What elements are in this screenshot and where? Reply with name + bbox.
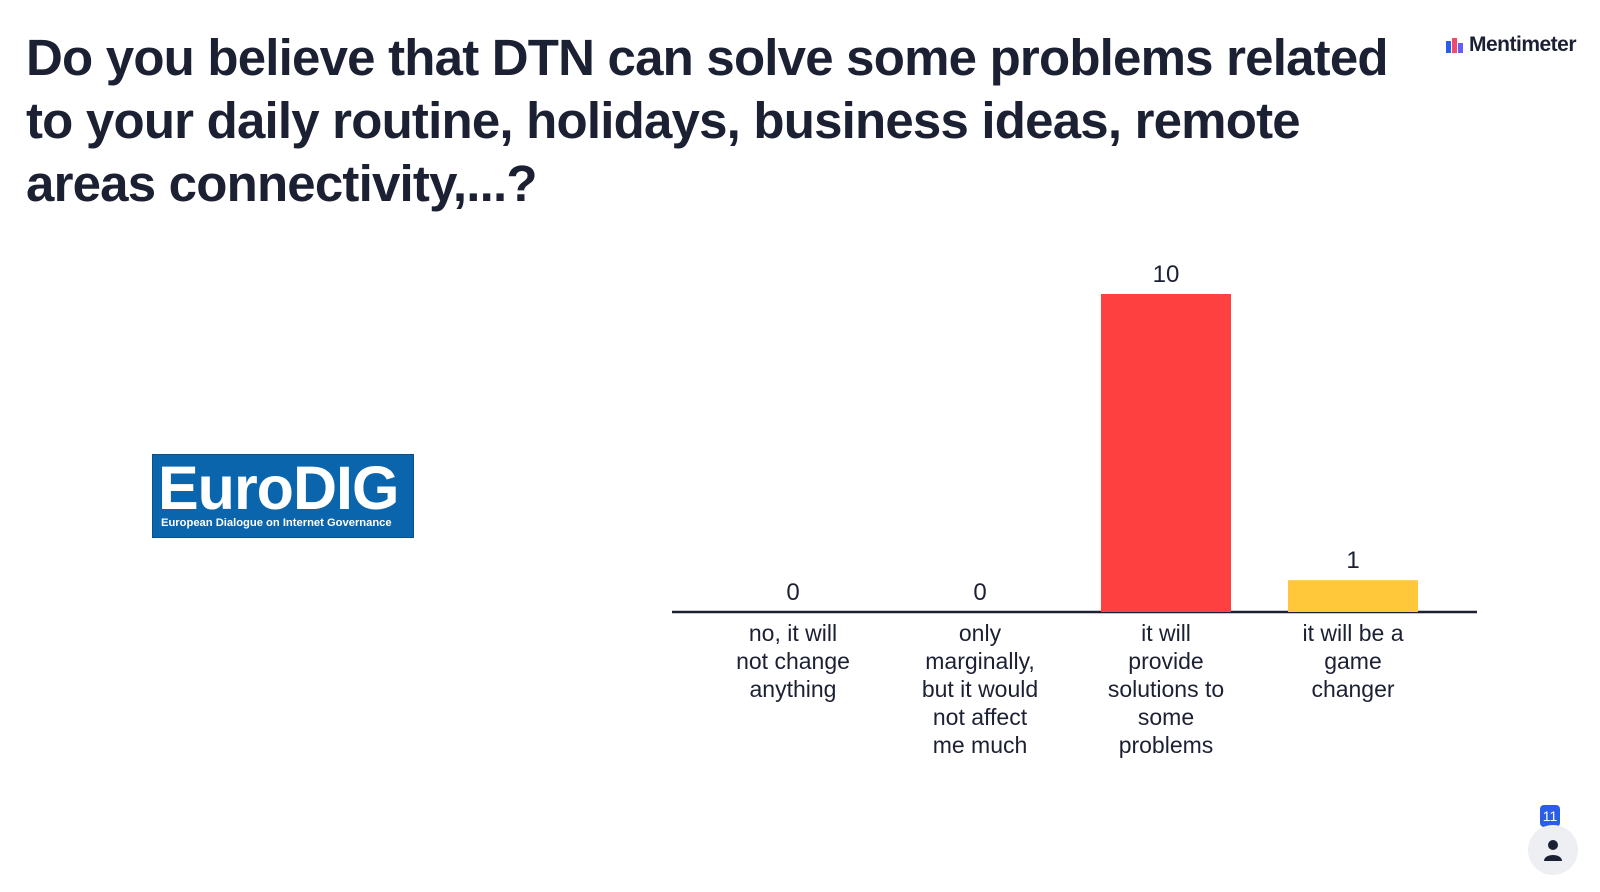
data-label-3: 1 — [1346, 547, 1359, 574]
person-icon — [1544, 840, 1562, 861]
logo-wordmark: EuroDIG — [158, 454, 399, 522]
category-label-1: only marginally, but it would not affect me … — [922, 620, 1038, 758]
brand-name: Mentimeter — [1469, 33, 1577, 56]
mentimeter-logo-icon — [1446, 37, 1463, 53]
bar-3 — [1288, 580, 1418, 612]
data-label-0: 0 — [786, 579, 799, 606]
eurodig-logo: EuroDIG European Dialogue on Internet Go… — [152, 454, 414, 538]
participant-count-badge: 11 — [1540, 805, 1560, 827]
participants-indicator[interactable]: 11 — [1528, 805, 1584, 875]
participants-button[interactable] — [1528, 825, 1578, 875]
question-title: Do you believe that DTN can solve some p… — [26, 29, 1389, 212]
bar-2 — [1101, 294, 1231, 612]
category-label-3: it will be a game changer — [1303, 620, 1404, 702]
data-label-1: 0 — [973, 579, 986, 606]
category-label-0: no, it will not change anything — [736, 620, 850, 702]
mentimeter-brand: Mentimeter — [1446, 33, 1577, 56]
data-label-2: 10 — [1153, 261, 1180, 288]
logo-tagline: European Dialogue on Internet Governance — [161, 517, 392, 529]
category-label-2: it will provide solutions to some problems — [1108, 620, 1224, 758]
